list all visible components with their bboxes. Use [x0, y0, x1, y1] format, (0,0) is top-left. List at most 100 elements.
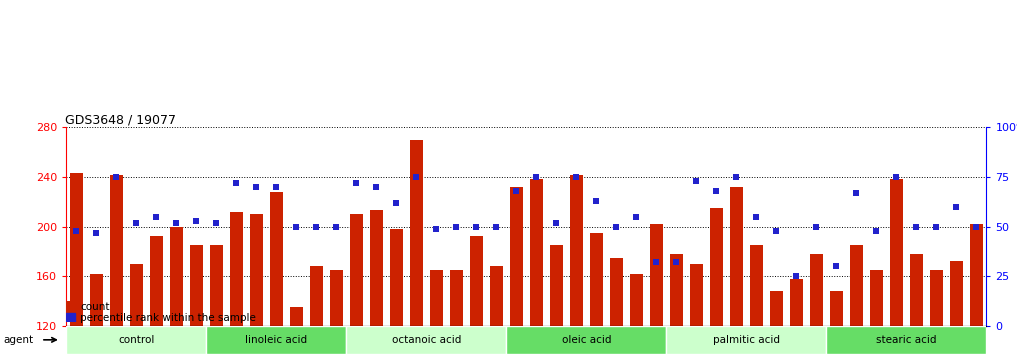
- Point: [328, 224, 345, 229]
- Point: [608, 224, 624, 229]
- Bar: [129, 264, 142, 354]
- Point: [948, 204, 964, 210]
- Bar: [270, 192, 283, 354]
- Point: [428, 226, 444, 232]
- Point: [728, 174, 744, 180]
- Point: [288, 224, 304, 229]
- Bar: [510, 187, 523, 354]
- Bar: [506, 326, 666, 354]
- Bar: [290, 307, 303, 354]
- Text: GDS3648 / 19077: GDS3648 / 19077: [65, 113, 176, 126]
- Bar: [350, 214, 363, 354]
- Bar: [890, 179, 903, 354]
- Point: [508, 188, 525, 194]
- Bar: [650, 224, 663, 354]
- Point: [768, 228, 784, 233]
- Bar: [950, 261, 963, 354]
- Text: percentile rank within the sample: percentile rank within the sample: [80, 313, 256, 323]
- Point: [548, 220, 564, 225]
- Point: [848, 190, 864, 196]
- Bar: [410, 140, 423, 354]
- Point: [308, 224, 324, 229]
- Point: [968, 224, 984, 229]
- Bar: [430, 270, 442, 354]
- Point: [528, 174, 544, 180]
- Point: [929, 224, 945, 229]
- Bar: [730, 187, 742, 354]
- Point: [348, 180, 364, 186]
- Bar: [69, 173, 82, 354]
- Text: octanoic acid: octanoic acid: [392, 335, 461, 345]
- Point: [168, 220, 184, 225]
- Bar: [666, 326, 827, 354]
- Point: [629, 214, 645, 219]
- Point: [488, 224, 504, 229]
- Point: [788, 273, 804, 279]
- Point: [749, 214, 765, 219]
- Bar: [66, 301, 75, 313]
- Point: [408, 174, 424, 180]
- Bar: [210, 245, 223, 354]
- Bar: [189, 245, 202, 354]
- Bar: [390, 229, 403, 354]
- Bar: [310, 266, 322, 354]
- Bar: [250, 214, 262, 354]
- Bar: [810, 254, 823, 354]
- Point: [888, 174, 904, 180]
- Point: [809, 224, 825, 229]
- Bar: [370, 210, 382, 354]
- Bar: [930, 270, 943, 354]
- Bar: [590, 233, 603, 354]
- Bar: [670, 254, 682, 354]
- Bar: [230, 212, 243, 354]
- Point: [148, 214, 165, 219]
- Text: stearic acid: stearic acid: [877, 335, 937, 345]
- Bar: [630, 274, 643, 354]
- Bar: [206, 326, 346, 354]
- Point: [908, 224, 924, 229]
- Bar: [110, 175, 123, 354]
- Text: count: count: [80, 302, 110, 312]
- Bar: [970, 224, 983, 354]
- Point: [448, 224, 465, 229]
- Bar: [346, 326, 506, 354]
- Bar: [790, 279, 802, 354]
- Bar: [530, 179, 543, 354]
- Point: [128, 220, 144, 225]
- Bar: [450, 270, 463, 354]
- Point: [68, 228, 84, 233]
- Text: linoleic acid: linoleic acid: [245, 335, 307, 345]
- Bar: [710, 208, 723, 354]
- Point: [569, 174, 585, 180]
- Bar: [66, 313, 75, 324]
- Bar: [827, 326, 986, 354]
- Bar: [330, 270, 343, 354]
- Point: [468, 224, 484, 229]
- Bar: [690, 264, 703, 354]
- Bar: [570, 175, 583, 354]
- Point: [708, 188, 724, 194]
- Point: [228, 180, 244, 186]
- Bar: [870, 270, 883, 354]
- Text: agent: agent: [3, 335, 34, 345]
- Point: [208, 220, 225, 225]
- Point: [648, 259, 664, 265]
- Point: [668, 259, 684, 265]
- Bar: [610, 258, 622, 354]
- Bar: [490, 266, 502, 354]
- Bar: [149, 236, 163, 354]
- Bar: [66, 326, 206, 354]
- Point: [368, 184, 384, 190]
- Point: [828, 263, 844, 269]
- Bar: [770, 291, 783, 354]
- Text: oleic acid: oleic acid: [561, 335, 611, 345]
- Bar: [89, 274, 103, 354]
- Point: [88, 230, 105, 235]
- Bar: [170, 227, 183, 354]
- Point: [869, 228, 885, 233]
- Bar: [910, 254, 923, 354]
- Point: [108, 174, 124, 180]
- Text: palmitic acid: palmitic acid: [713, 335, 780, 345]
- Bar: [850, 245, 863, 354]
- Bar: [470, 236, 483, 354]
